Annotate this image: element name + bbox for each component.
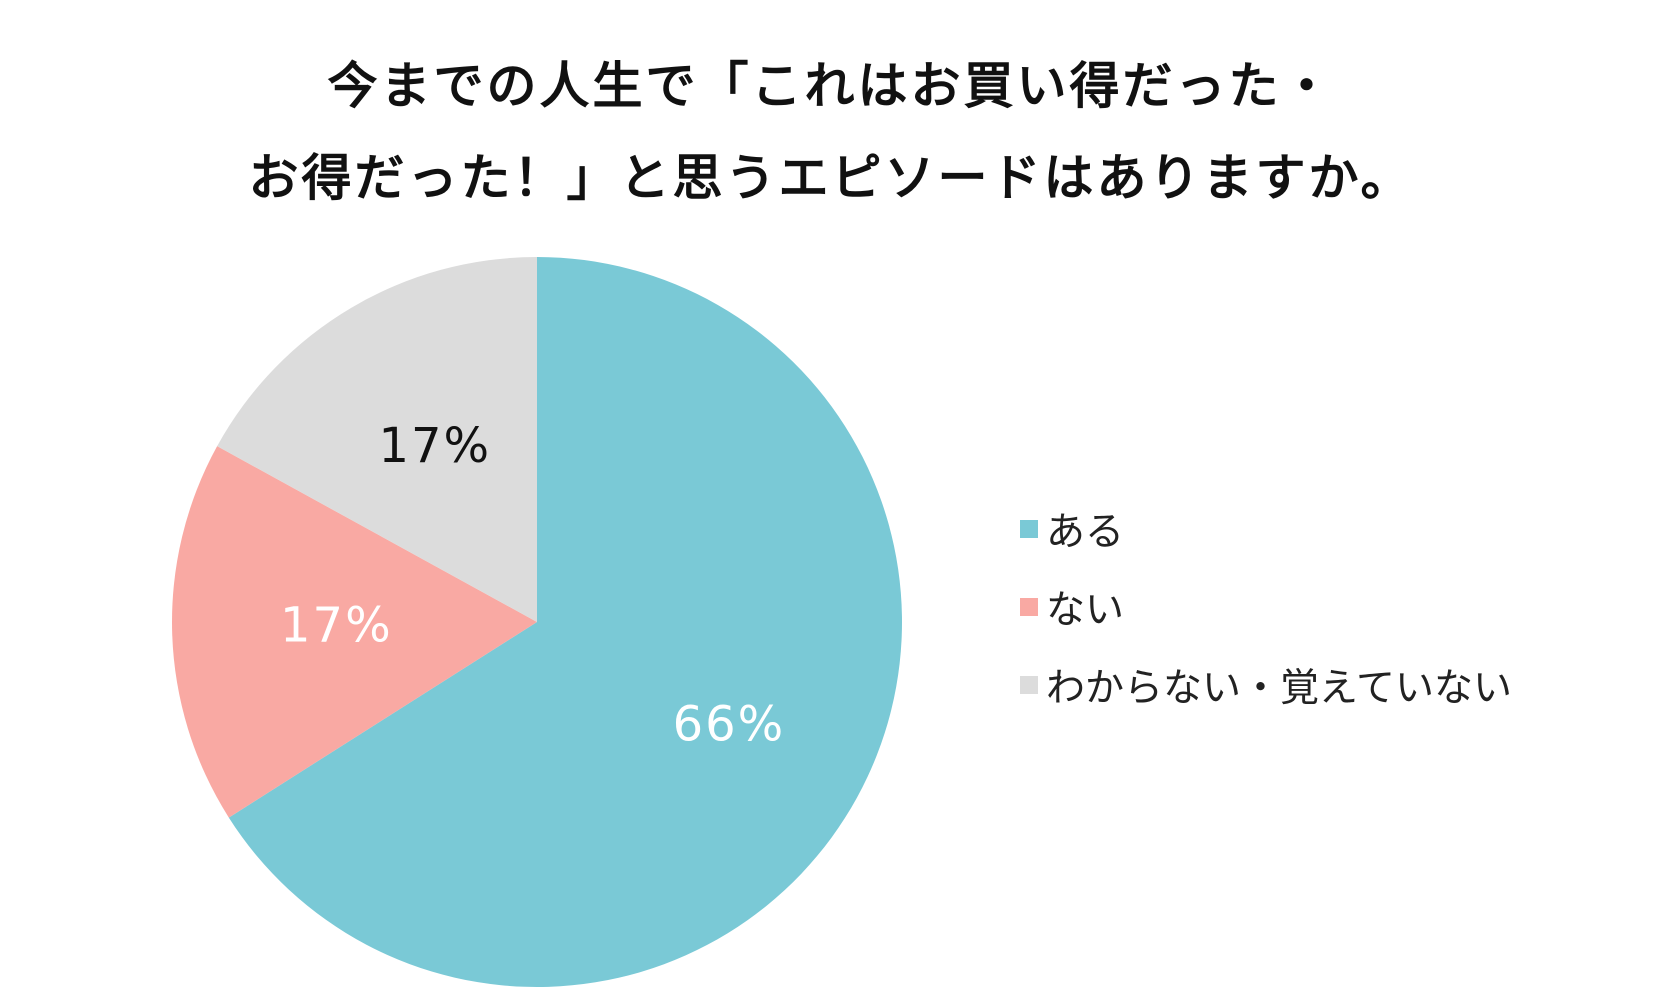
legend-label-wakaranai: わからない・覚えていない bbox=[1046, 666, 1513, 711]
legend-swatch-aru bbox=[1020, 520, 1038, 538]
pie-labels: 66% 17% 17% bbox=[280, 418, 786, 753]
pie-slice-wakaranai bbox=[217, 257, 537, 622]
pie-label-wakaranai: 17% bbox=[378, 418, 491, 474]
legend-label-nai: ない bbox=[1046, 588, 1125, 633]
legend-swatch-wakaranai bbox=[1020, 676, 1038, 694]
chart-title-line-1: 今までの人生で「これはお買い得だった・ bbox=[327, 57, 1335, 115]
legend-label-aru: ある bbox=[1046, 510, 1125, 555]
pie-slice-nai bbox=[172, 446, 537, 818]
pie-label-nai: 17% bbox=[280, 597, 393, 653]
legend-item-wakaranai: わからない・覚えていない bbox=[1020, 646, 1512, 724]
legend-item-aru: ある bbox=[1020, 490, 1512, 568]
pie-slice-aru bbox=[228, 257, 902, 988]
legend-swatch-nai bbox=[1020, 598, 1038, 616]
chart-title: 今までの人生で「これはお買い得だった・ お得だった！」と思うエピソードはあります… bbox=[0, 40, 1662, 224]
pie-label-aru: 66% bbox=[673, 697, 786, 753]
legend-item-nai: ない bbox=[1020, 568, 1512, 646]
chart-title-line-2: お得だった！」と思うエピソードはありますか。 bbox=[248, 149, 1414, 207]
pie-slices bbox=[172, 257, 902, 988]
legend: ある ない わからない・覚えていない bbox=[1020, 490, 1512, 724]
